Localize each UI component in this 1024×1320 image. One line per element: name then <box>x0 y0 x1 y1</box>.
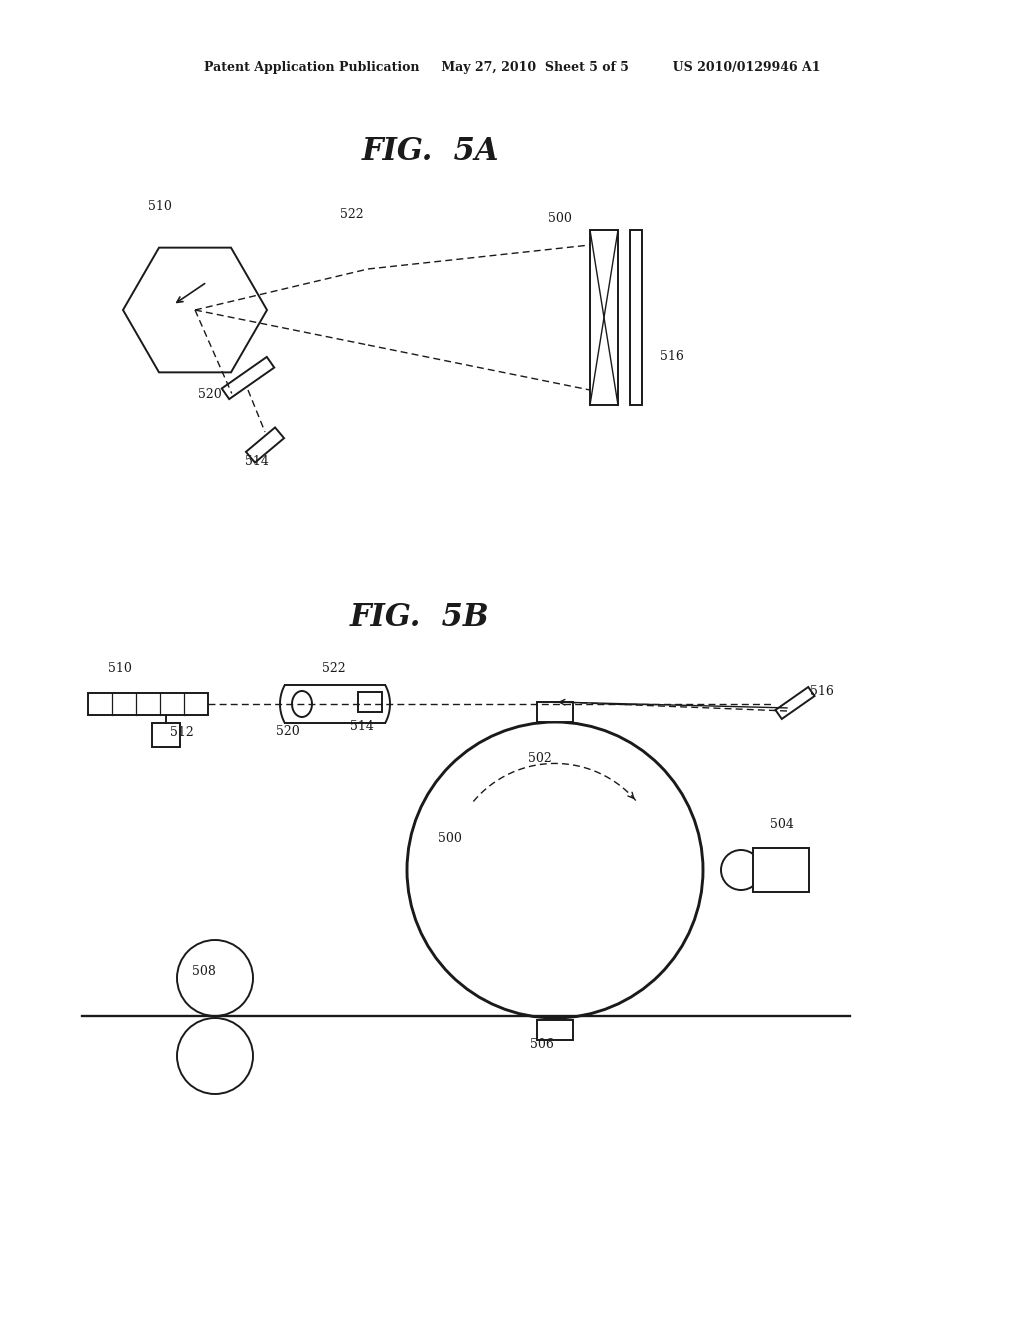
Bar <box>152 723 180 747</box>
Text: 514: 514 <box>245 455 269 469</box>
Text: 520: 520 <box>198 388 222 401</box>
Text: FIG.  5B: FIG. 5B <box>350 602 489 634</box>
Text: 508: 508 <box>193 965 216 978</box>
Bar <box>590 230 618 405</box>
Text: 520: 520 <box>276 725 300 738</box>
Text: 522: 522 <box>322 663 346 675</box>
Text: 522: 522 <box>340 209 364 220</box>
Text: FIG.  5A: FIG. 5A <box>361 136 499 168</box>
Text: 500: 500 <box>438 832 462 845</box>
Text: 516: 516 <box>810 685 834 698</box>
Text: 512: 512 <box>170 726 194 739</box>
Text: 500: 500 <box>548 213 571 224</box>
Bar <box>630 230 642 405</box>
Text: 514: 514 <box>350 719 374 733</box>
Bar <box>537 1020 573 1040</box>
Bar <box>358 692 382 711</box>
Text: 504: 504 <box>770 818 794 832</box>
Text: 510: 510 <box>148 201 172 213</box>
Bar <box>753 847 809 892</box>
Text: 516: 516 <box>660 350 684 363</box>
Text: Patent Application Publication     May 27, 2010  Sheet 5 of 5          US 2010/0: Patent Application Publication May 27, 2… <box>204 62 820 74</box>
Bar <box>88 693 208 715</box>
Text: 502: 502 <box>528 752 552 766</box>
Text: 506: 506 <box>530 1038 554 1051</box>
Bar <box>537 702 573 722</box>
Text: 510: 510 <box>108 663 132 675</box>
